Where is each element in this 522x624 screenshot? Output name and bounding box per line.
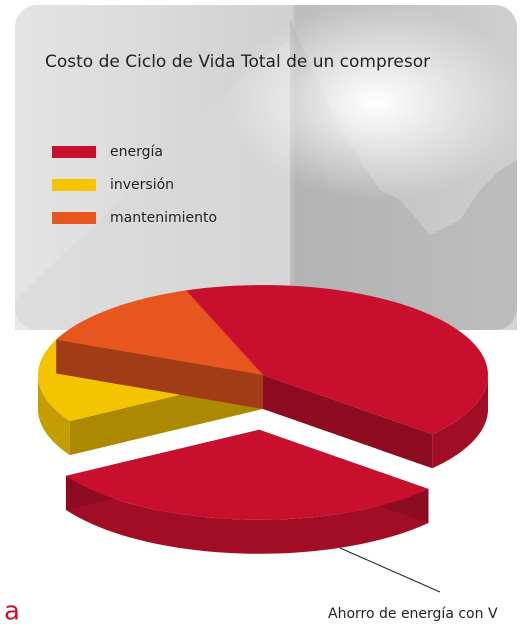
pie <box>38 285 488 554</box>
chart: Costo de Ciclo de Vida Total de un compr… <box>0 0 522 624</box>
legend-label: inversión <box>110 177 174 193</box>
legend-label: mantenimiento <box>110 210 217 226</box>
annotation: Ahorro de energía con V <box>328 606 498 622</box>
legend-swatch <box>52 146 96 158</box>
footer-fragment: a <box>4 597 20 624</box>
legend-label: energía <box>110 144 163 160</box>
legend-swatch <box>52 179 96 191</box>
chart-title: Costo de Ciclo de Vida Total de un compr… <box>45 52 430 72</box>
annotation-line <box>340 548 440 592</box>
legend-swatch <box>52 212 96 224</box>
